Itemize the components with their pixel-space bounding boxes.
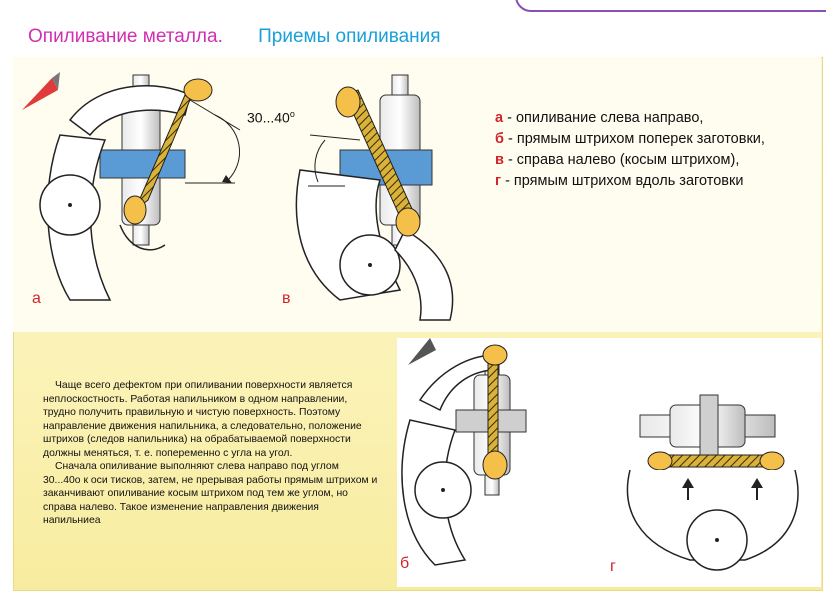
page-header: Опиливание металла. Приемы опиливания xyxy=(28,26,441,48)
legend-item: а - опиливание слева направо, xyxy=(495,110,704,126)
figure-label-a: а xyxy=(32,290,41,307)
body-paragraph: Чаще всего дефектом при опиливании повер… xyxy=(43,380,362,459)
body-text: Чаще всего дефектом при опиливании повер… xyxy=(43,379,378,528)
figure-a xyxy=(39,74,241,301)
legend: а - опиливание слева направо, б - прямым… xyxy=(495,108,765,192)
angle-label: 30...40o xyxy=(247,109,295,126)
figure-label-b: б xyxy=(400,555,410,572)
body-paragraph: Сначала опиливание выполняют слева напра… xyxy=(43,461,378,526)
legend-item: б - прямым штрихом поперек заготовки, xyxy=(495,131,765,147)
pencil-icon xyxy=(408,338,436,365)
page-title: Опиливание металла. xyxy=(28,26,223,47)
pencil-icon xyxy=(22,72,60,110)
figure-label-v: в xyxy=(282,290,291,307)
page-subtitle: Приемы опиливания xyxy=(258,26,441,47)
legend-item: в - справа налево (косым штрихом), xyxy=(495,152,740,168)
figure-b xyxy=(401,344,527,566)
figure-label-g: г xyxy=(610,558,616,575)
figure-g xyxy=(626,394,799,571)
legend-item: г - прямым штрихом вдоль заготовки xyxy=(495,173,744,189)
figure-v xyxy=(295,74,454,321)
